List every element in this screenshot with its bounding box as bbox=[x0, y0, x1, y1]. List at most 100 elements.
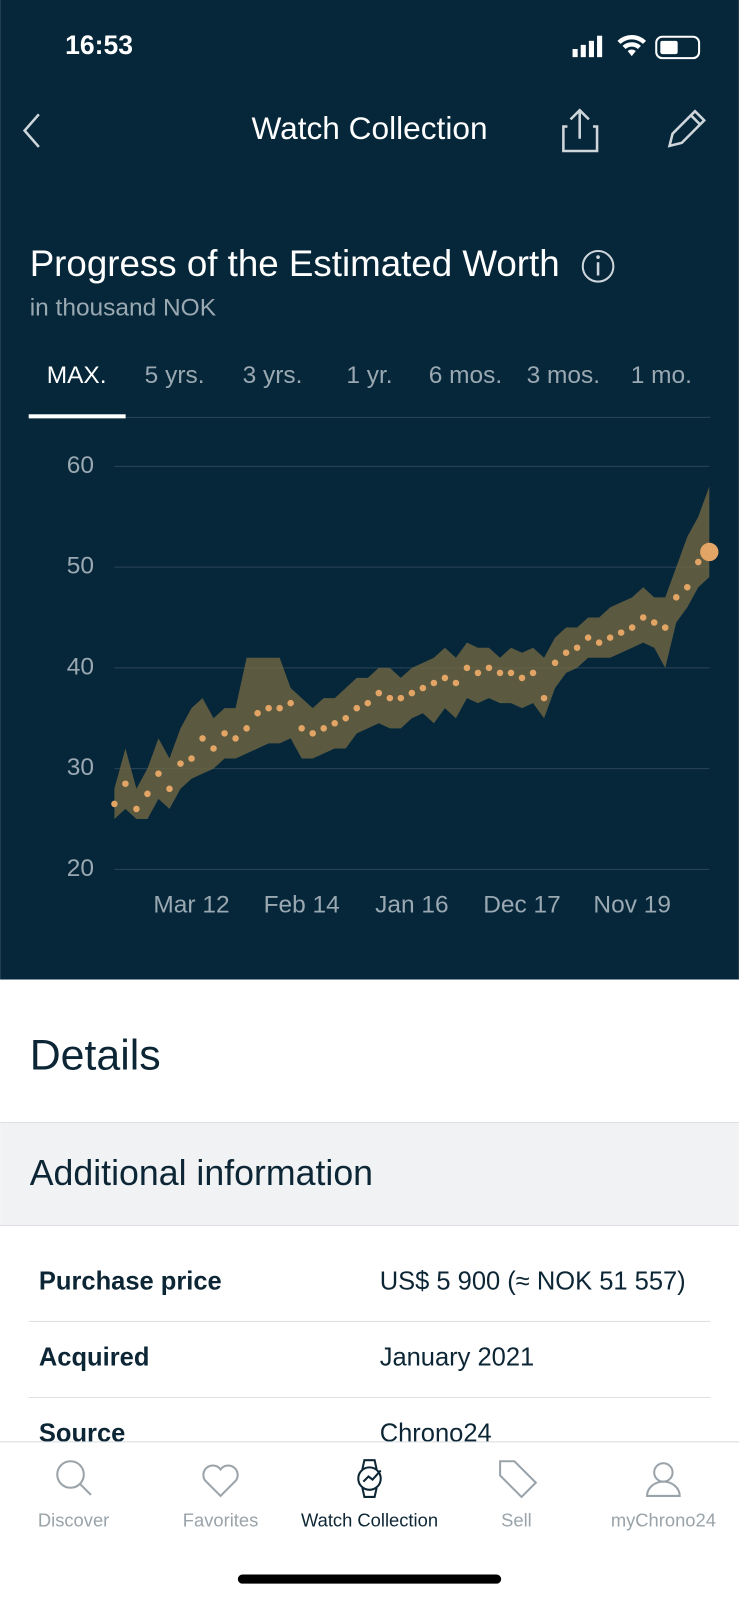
data-point bbox=[463, 664, 471, 672]
data-point bbox=[628, 624, 636, 631]
section-title: Additional information bbox=[30, 1153, 373, 1193]
data-point bbox=[452, 679, 460, 687]
data-point bbox=[133, 805, 140, 813]
data-point bbox=[155, 770, 162, 777]
y-tick-label: 50 bbox=[67, 553, 94, 580]
x-tick-label: Feb 14 bbox=[264, 892, 340, 919]
sell-icon[interactable] bbox=[499, 1460, 538, 1499]
range-tab[interactable]: 3 yrs. bbox=[243, 362, 303, 389]
data-point bbox=[661, 624, 669, 631]
y-tick-label: 20 bbox=[67, 855, 94, 882]
tab-label[interactable]: Discover bbox=[38, 1509, 109, 1530]
x-tick-label: Nov 19 bbox=[593, 892, 671, 919]
section-bg bbox=[0, 1122, 739, 1226]
data-point bbox=[309, 730, 316, 737]
y-tick-label: 30 bbox=[67, 754, 94, 781]
data-point bbox=[584, 634, 592, 641]
edit-button[interactable] bbox=[667, 109, 706, 148]
range-band bbox=[114, 486, 710, 820]
status-icons bbox=[572, 34, 701, 60]
data-point bbox=[166, 785, 173, 793]
header-bg bbox=[0, 0, 739, 980]
range-underline bbox=[28, 414, 126, 419]
data-point bbox=[639, 614, 647, 621]
data-point bbox=[518, 674, 526, 682]
data-point bbox=[695, 558, 702, 566]
data-point bbox=[320, 725, 327, 732]
status-time: 16:53 bbox=[65, 30, 133, 60]
data-point bbox=[529, 669, 537, 677]
chart-subtitle: in thousand NOK bbox=[30, 295, 217, 322]
data-point bbox=[672, 594, 680, 601]
data-point bbox=[496, 669, 504, 677]
data-point bbox=[386, 694, 394, 702]
data-point bbox=[650, 619, 658, 626]
data-point bbox=[243, 725, 250, 732]
data-point bbox=[188, 755, 195, 762]
data-point bbox=[419, 684, 427, 692]
data-point bbox=[342, 714, 350, 722]
data-point bbox=[606, 634, 614, 641]
data-point bbox=[540, 694, 548, 702]
row-value: January 2021 bbox=[380, 1343, 535, 1371]
data-point bbox=[507, 669, 515, 677]
data-point bbox=[254, 709, 261, 717]
tab-label[interactable]: Sell bbox=[501, 1509, 532, 1530]
row-label: Purchase price bbox=[39, 1267, 222, 1295]
row-value: US$ 5 900 (≈ NOK 51 557) bbox=[380, 1267, 686, 1295]
data-point bbox=[595, 639, 603, 646]
range-tab[interactable]: 1 mo. bbox=[631, 362, 692, 389]
range-tab[interactable]: 3 mos. bbox=[527, 362, 600, 389]
data-point bbox=[375, 689, 383, 697]
data-point bbox=[364, 699, 372, 707]
data-point bbox=[210, 745, 217, 752]
tab-label[interactable]: myChrono24 bbox=[611, 1509, 716, 1530]
data-point bbox=[331, 720, 338, 727]
back-button[interactable] bbox=[22, 113, 40, 148]
data-point bbox=[122, 780, 129, 788]
data-point bbox=[700, 542, 719, 562]
data-point bbox=[397, 694, 405, 702]
data-point bbox=[221, 730, 228, 737]
data-point bbox=[430, 679, 438, 687]
data-point bbox=[683, 583, 691, 591]
data-point bbox=[485, 664, 493, 672]
data-point bbox=[144, 790, 151, 798]
collection-icon[interactable] bbox=[357, 1459, 382, 1498]
account-icon[interactable] bbox=[646, 1462, 681, 1497]
range-tab[interactable]: 5 yrs. bbox=[145, 362, 205, 389]
discover-icon[interactable] bbox=[56, 1460, 92, 1496]
data-point bbox=[573, 644, 581, 651]
share-button[interactable] bbox=[562, 108, 599, 153]
range-tab[interactable]: 6 mos. bbox=[429, 362, 502, 389]
home-indicator bbox=[237, 1574, 502, 1584]
chart-title: Progress of the Estimated Worth bbox=[30, 243, 560, 284]
data-point bbox=[408, 689, 416, 697]
y-tick-label: 60 bbox=[67, 452, 94, 479]
details-title: Details bbox=[30, 1031, 161, 1079]
tab-label[interactable]: Favorites bbox=[183, 1509, 259, 1530]
data-point bbox=[441, 674, 449, 682]
data-point bbox=[276, 704, 283, 712]
data-point bbox=[111, 800, 118, 808]
tab-label[interactable]: Watch Collection bbox=[301, 1509, 438, 1530]
data-point bbox=[177, 760, 184, 767]
x-tick-label: Jan 16 bbox=[375, 892, 448, 919]
data-point bbox=[232, 735, 239, 742]
data-point bbox=[474, 669, 482, 677]
data-point bbox=[298, 725, 305, 732]
nav-title: Watch Collection bbox=[251, 110, 487, 146]
data-point bbox=[617, 629, 625, 636]
data-point bbox=[562, 649, 570, 657]
range-tab[interactable]: MAX. bbox=[47, 362, 107, 389]
x-tick-label: Mar 12 bbox=[153, 892, 229, 919]
data-point bbox=[287, 699, 294, 707]
y-tick-label: 40 bbox=[67, 653, 94, 680]
data-point bbox=[353, 704, 361, 712]
data-point bbox=[265, 704, 272, 712]
data-point bbox=[551, 659, 559, 667]
favorites-icon[interactable] bbox=[202, 1464, 239, 1498]
info-button[interactable] bbox=[581, 249, 615, 283]
range-tab[interactable]: 1 yr. bbox=[346, 362, 392, 389]
